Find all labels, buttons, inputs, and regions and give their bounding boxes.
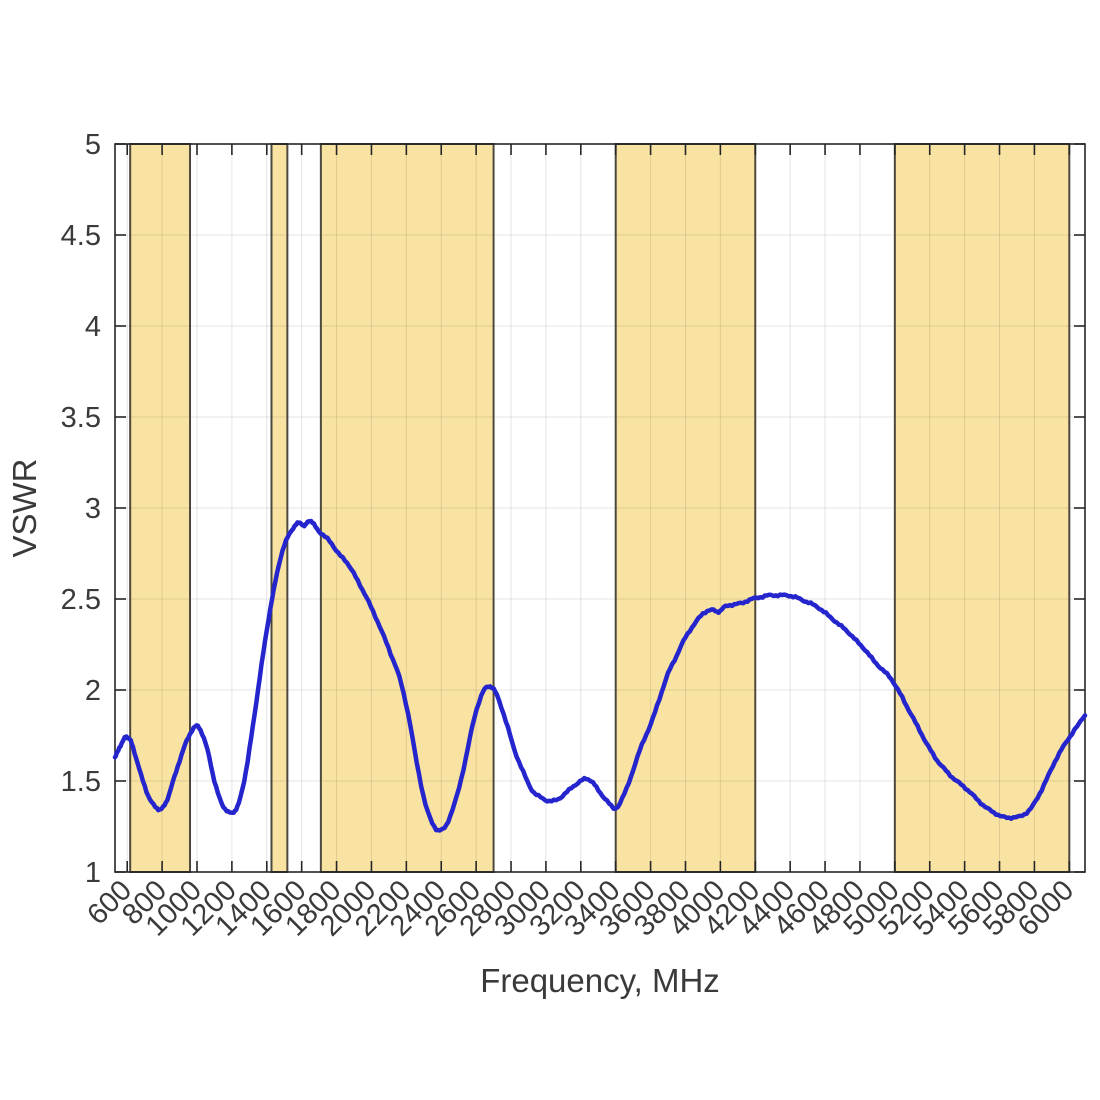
y-tick-label: 2.5 xyxy=(61,584,101,616)
highlight-band-617-960 xyxy=(130,144,191,872)
highlight-band-5000-6000 xyxy=(894,144,1070,872)
y-tick-label: 4 xyxy=(85,311,101,343)
vswr-curve xyxy=(112,518,1088,833)
y-tick-label: 3.5 xyxy=(61,402,101,434)
y-tick-label: 5 xyxy=(85,129,101,161)
y-tick-label: 1 xyxy=(85,857,101,889)
x-axis-label: Frequency, MHz xyxy=(480,962,720,999)
tick-marks xyxy=(115,143,1085,873)
highlight-band-1710-2700 xyxy=(320,144,494,872)
y-axis-label: VSWR xyxy=(6,459,43,558)
y-tick-label: 2 xyxy=(85,675,101,707)
gridlines xyxy=(115,144,1085,872)
y-tick-label: 1.5 xyxy=(61,766,101,798)
highlight-band-1427-1518 xyxy=(271,144,288,872)
y-tick-label: 3 xyxy=(85,493,101,525)
y-tick-label: 4.5 xyxy=(61,220,101,252)
